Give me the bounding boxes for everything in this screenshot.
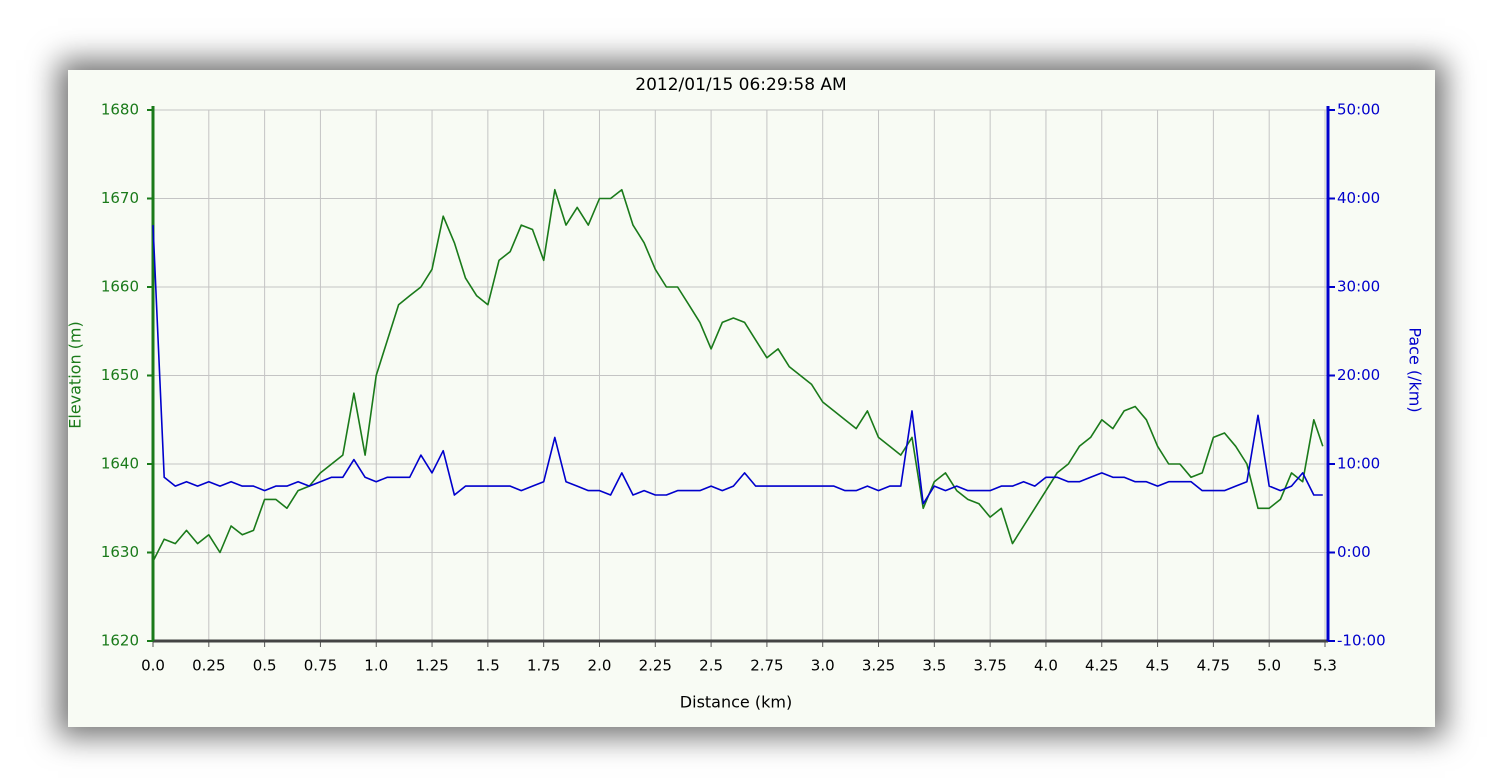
x-tick-label: 4.75 (1197, 657, 1230, 675)
x-tick-label: 4.0 (1034, 657, 1058, 675)
x-tick-label: 0.5 (253, 657, 277, 675)
y-tick-label: 1670 (101, 189, 139, 207)
y-axis-label: Elevation (m) (66, 321, 85, 428)
x-tick-label: 1.25 (415, 657, 448, 675)
x-tick-label: 2.0 (588, 657, 612, 675)
x-tick-label: 3.5 (922, 657, 946, 675)
x-tick-label: 4.5 (1146, 657, 1170, 675)
y2-tick-label: 20:00 (1337, 366, 1380, 384)
y-tick-label: 1650 (101, 366, 139, 384)
chart-frame (68, 70, 1435, 727)
x-tick-label: 1.5 (476, 657, 500, 675)
x-tick-label: 5.0 (1257, 657, 1281, 675)
y2-tick-label: 40:00 (1337, 189, 1380, 207)
x-tick-label: 2.5 (699, 657, 723, 675)
y2-tick-label: 50:00 (1337, 101, 1380, 119)
x-tick-label: 0.25 (192, 657, 225, 675)
x-tick-label: 2.75 (750, 657, 783, 675)
x-tick-label: 0.0 (141, 657, 165, 675)
x-tick-label: 2.25 (639, 657, 672, 675)
series-line (152, 188, 1324, 562)
x-tick-label: 5.3 (1313, 657, 1337, 675)
y-tick-label: 1660 (101, 278, 139, 296)
series-line (152, 225, 1323, 505)
x-tick-label: 0.75 (304, 657, 337, 675)
y-tick-label: 1620 (101, 632, 139, 650)
x-tick-label: 3.75 (973, 657, 1006, 675)
x-tick-label: 3.25 (862, 657, 895, 675)
x-axis-label: Distance (km) (680, 693, 792, 712)
chart-title: 2012/01/15 06:29:58 AM (635, 75, 846, 95)
x-tick-label: 3.0 (811, 657, 835, 675)
x-tick-label: 1.75 (527, 657, 560, 675)
y-tick-label: 1630 (101, 543, 139, 561)
x-tick-label: 1.0 (364, 657, 388, 675)
y-tick-label: 1680 (101, 101, 139, 119)
y2-axis-label: Pace (/km) (1406, 327, 1425, 412)
x-tick-label: 4.25 (1085, 657, 1118, 675)
y2-tick-label: 10:00 (1337, 455, 1380, 473)
y2-tick-label: -10:00 (1337, 632, 1386, 650)
y-tick-label: 1640 (101, 455, 139, 473)
y2-tick-label: 0:00 (1337, 543, 1371, 561)
y2-tick-label: 30:00 (1337, 278, 1380, 296)
